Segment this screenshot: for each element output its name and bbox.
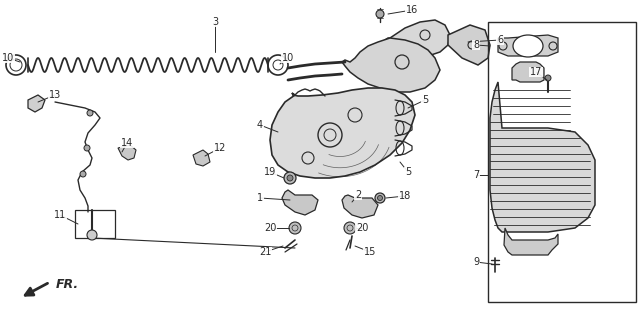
Text: 9: 9 (473, 257, 479, 267)
Polygon shape (342, 38, 440, 92)
Text: 18: 18 (399, 191, 411, 201)
Text: 10: 10 (2, 53, 14, 63)
Text: 21: 21 (259, 247, 271, 257)
Text: 19: 19 (264, 167, 276, 177)
Polygon shape (504, 228, 558, 255)
Circle shape (284, 172, 296, 184)
Polygon shape (342, 195, 378, 218)
Text: 14: 14 (121, 138, 133, 148)
Bar (488, 22, 636, 302)
Text: 20: 20 (356, 223, 368, 233)
Polygon shape (448, 25, 490, 65)
Circle shape (80, 171, 86, 177)
Polygon shape (512, 62, 544, 82)
Text: 2: 2 (355, 190, 361, 200)
Text: 8: 8 (473, 40, 479, 50)
Text: 5: 5 (405, 167, 411, 177)
Polygon shape (270, 88, 415, 178)
Circle shape (287, 175, 293, 181)
Text: 1: 1 (257, 193, 263, 203)
Text: 6: 6 (497, 35, 503, 45)
Bar (75, 210, 115, 238)
Polygon shape (282, 190, 318, 215)
Ellipse shape (513, 35, 543, 57)
Circle shape (87, 230, 97, 240)
Text: 7: 7 (473, 170, 479, 180)
Circle shape (545, 75, 551, 81)
Text: 4: 4 (257, 120, 263, 130)
Polygon shape (385, 20, 450, 56)
Text: 10: 10 (282, 53, 294, 63)
Text: 16: 16 (406, 5, 418, 15)
Polygon shape (118, 145, 136, 160)
Polygon shape (28, 95, 45, 112)
Text: 20: 20 (264, 223, 276, 233)
Text: FR.: FR. (56, 277, 79, 290)
Circle shape (289, 222, 301, 234)
Text: 11: 11 (54, 210, 66, 220)
Text: 13: 13 (49, 90, 61, 100)
Text: 12: 12 (214, 143, 226, 153)
Text: 17: 17 (530, 67, 542, 77)
Text: 5: 5 (422, 95, 428, 105)
Circle shape (87, 110, 93, 116)
Circle shape (378, 196, 383, 200)
Circle shape (375, 193, 385, 203)
Text: 15: 15 (364, 247, 376, 257)
Polygon shape (193, 150, 210, 166)
Polygon shape (490, 82, 595, 232)
Circle shape (344, 222, 356, 234)
Circle shape (84, 145, 90, 151)
Circle shape (376, 10, 384, 18)
Text: 3: 3 (212, 17, 218, 27)
Polygon shape (498, 35, 558, 56)
